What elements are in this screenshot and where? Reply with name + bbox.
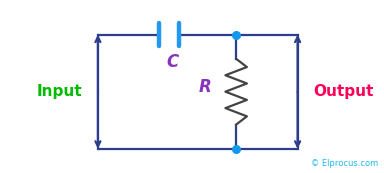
Text: Output: Output (313, 84, 373, 99)
Text: © Elprocus.com: © Elprocus.com (311, 159, 378, 168)
Text: R: R (199, 78, 212, 95)
Text: Input: Input (37, 84, 83, 99)
Text: C: C (167, 53, 179, 71)
